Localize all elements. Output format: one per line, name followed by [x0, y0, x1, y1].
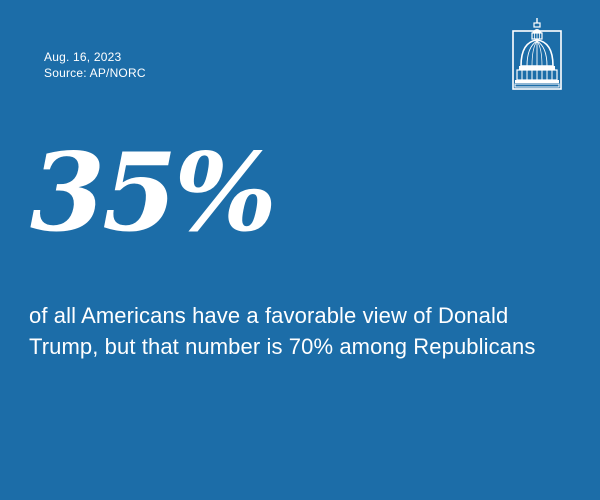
date-label: Aug. 16, 2023 [44, 50, 122, 64]
capitol-dome-icon [512, 18, 562, 90]
source-label: Source: AP/NORC [44, 66, 146, 80]
stat-description: of all Americans have a favorable view o… [29, 303, 536, 359]
meta-block: Aug. 16, 2023 Source: AP/NORC [44, 49, 146, 81]
headline-percentage: 35% [30, 130, 277, 256]
